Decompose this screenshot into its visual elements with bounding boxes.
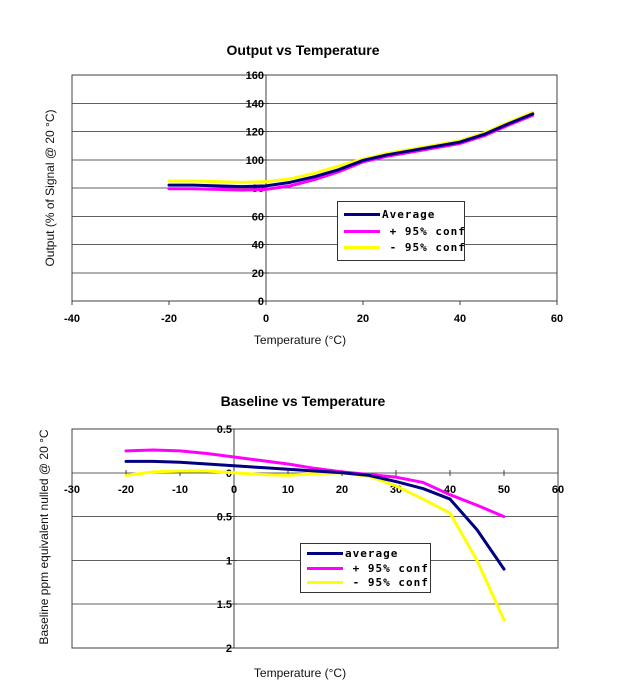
x-tick-label: 0 [263, 313, 269, 325]
series-average [124, 459, 506, 571]
series-plus_95_conf [124, 448, 506, 519]
legend-item: average [307, 547, 428, 560]
legend-item: - 95% conf [344, 241, 465, 254]
legend-label: average [345, 547, 399, 561]
x-tick-label: -40 [64, 313, 80, 325]
y-tick-label: 1 [226, 555, 232, 567]
y-tick-label: 2 [226, 643, 232, 655]
x-tick-label: 60 [552, 484, 564, 496]
chart2-title: Baseline vs Temperature [220, 393, 386, 409]
chart1-y-axis-title: Output (% of Signal @ 20 °C) [43, 109, 57, 267]
x-tick-label: 60 [551, 313, 563, 325]
chart1-x-axis-title: Temperature (°C) [253, 333, 347, 347]
x-tick-label: -10 [172, 484, 188, 496]
x-tick-label: 40 [454, 313, 466, 325]
x-tick-label: 20 [357, 313, 369, 325]
legend-label: + 95% conf [345, 561, 429, 575]
x-tick-label: 50 [498, 484, 510, 496]
x-tick-label: -20 [161, 313, 177, 325]
series-minus_95_conf [124, 469, 506, 622]
series-average [167, 112, 535, 189]
chart1-title: Output vs Temperature [226, 42, 380, 58]
legend-label: - 95% conf [382, 241, 466, 255]
y-tick-label: 100 [246, 155, 264, 167]
legend-label: + 95% conf [382, 224, 466, 238]
plot-border [71, 74, 558, 302]
legend-item: + 95% conf [307, 562, 428, 575]
legend-line [307, 580, 343, 584]
legend-label: Average [382, 207, 436, 221]
x-tick-label: -30 [64, 484, 80, 496]
legend-label: - 95% conf [345, 575, 429, 589]
y-tick-label: 1.5 [217, 599, 232, 611]
x-tick-label: 0 [231, 484, 237, 496]
y-tick-label: 160 [246, 70, 264, 82]
legend-item: - 95% conf [307, 576, 428, 589]
y-tick-label: 60 [252, 211, 264, 223]
legend-item: + 95% conf [344, 225, 465, 238]
y-tick-label: 0.5 [217, 424, 232, 436]
y-tick-label: 120 [246, 127, 264, 139]
y-tick-label: 0.5 [217, 512, 232, 524]
series-plus_95_conf [167, 113, 535, 192]
legend-line [307, 566, 343, 570]
x-tick-label: -20 [118, 484, 134, 496]
y-tick-label: 140 [246, 98, 264, 110]
legend-line [344, 229, 380, 233]
y-tick-label: 0 [258, 296, 264, 308]
chart2-x-axis-title: Temperature (°C) [253, 666, 347, 680]
legend-line [344, 246, 380, 250]
chart2-y-axis-title: Baseline ppm equivalent nulled @ 20 °C [37, 429, 51, 645]
legend-line [307, 552, 343, 556]
x-tick-label: 10 [282, 484, 294, 496]
plot-border [71, 428, 559, 649]
legend-item: Average [344, 208, 462, 221]
y-tick-label: 20 [252, 268, 264, 280]
x-tick-label: 20 [336, 484, 348, 496]
legend-line [344, 212, 380, 216]
chart2-legend: average + 95% conf - 95% conf [300, 543, 431, 593]
y-tick-label: 40 [252, 240, 264, 252]
chart1-legend: Average + 95% conf - 95% conf [337, 201, 465, 261]
series-minus_95_conf [167, 110, 535, 184]
